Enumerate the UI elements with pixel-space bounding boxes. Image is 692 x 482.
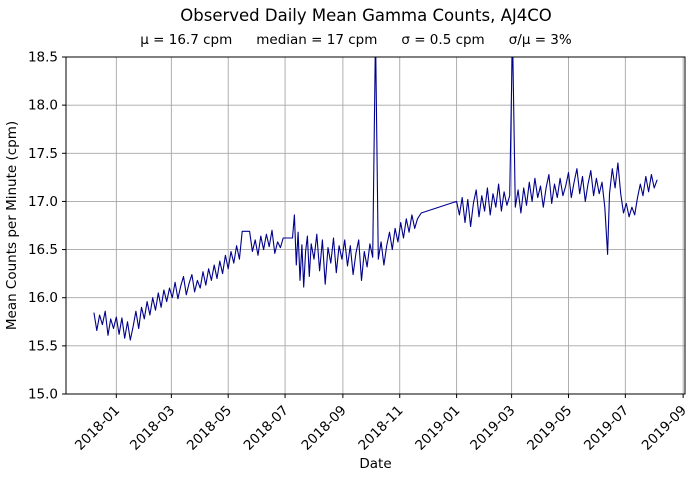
y-tick-label: 17.5 <box>28 146 58 162</box>
y-tick-label: 16.0 <box>28 290 58 306</box>
series-daily-mean-gamma-line <box>93 57 658 341</box>
x-tick-label: 2019-07 <box>581 403 632 454</box>
x-tick-label: 2018-11 <box>355 403 406 454</box>
stats-line: μ = 16.7 cpm median = 17 cpm σ = 0.5 cpm σ/… <box>10 32 692 49</box>
x-tick-label: 2019-05 <box>524 403 575 454</box>
y-tick-label: 15.0 <box>28 387 58 403</box>
x-tick-label: 2018-09 <box>299 403 350 454</box>
y-tick-label: 17.0 <box>28 194 58 210</box>
y-tick-label: 18.0 <box>28 98 58 114</box>
y-axis-label: Mean Counts per Minute (cpm) <box>4 121 20 330</box>
x-tick-label: 2018-05 <box>184 403 235 454</box>
y-tick-label: 15.5 <box>28 338 58 354</box>
x-tick-label: 2018-03 <box>127 403 178 454</box>
chart-title: Observed Daily Mean Gamma Counts, AJ4CO <box>180 6 552 25</box>
x-axis-label: Date <box>359 456 391 472</box>
y-tick-label: 16.5 <box>28 242 58 258</box>
plot-border <box>65 56 686 395</box>
x-tick-label: 2018-07 <box>241 403 292 454</box>
stat-median: median = 17 cpm <box>256 32 378 48</box>
x-tick-label: 2019-03 <box>467 403 518 454</box>
x-tick-label: 2019-09 <box>639 403 690 454</box>
x-tick-label: 2019-01 <box>412 403 463 454</box>
stat-sigma: σ = 0.5 cpm <box>401 32 485 48</box>
grid-lines <box>66 56 685 395</box>
stat-sigma-over-mu: σ/μ = 3% <box>508 32 572 48</box>
stat-mu: μ = 16.7 cpm <box>140 32 233 48</box>
x-tick-label: 2018-01 <box>72 403 123 454</box>
axis-ticks <box>62 56 684 398</box>
y-tick-label: 18.5 <box>28 50 58 66</box>
